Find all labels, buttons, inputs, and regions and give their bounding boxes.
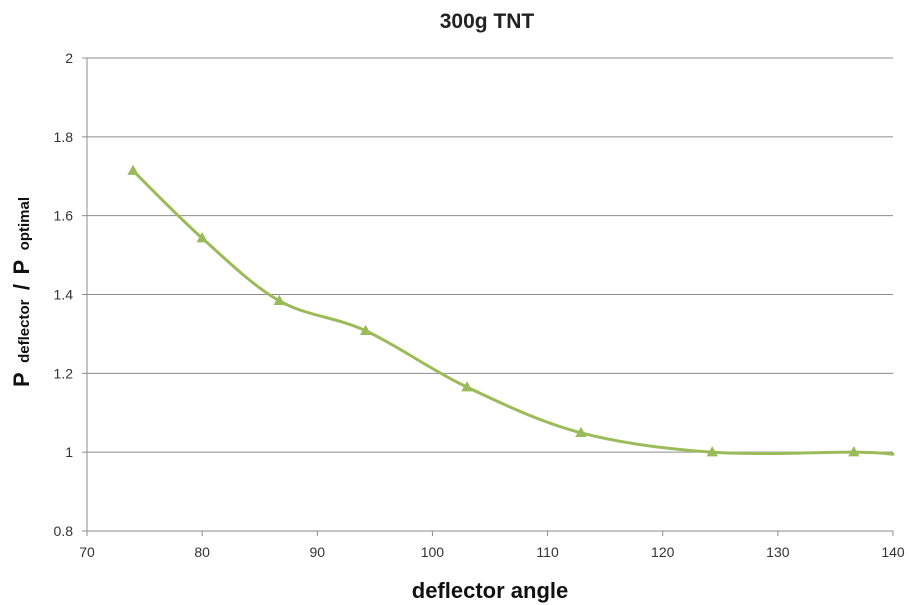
chart-title: 300g TNT	[440, 10, 535, 33]
x-axis-label: deflector angle	[412, 578, 568, 603]
x-tick-label: 130	[766, 544, 790, 560]
y-tick-labels: 0.8 1 1.2 1.4 1.6 1.8 2	[54, 50, 74, 539]
x-tick-label: 80	[194, 544, 210, 560]
x-tick-label: 100	[421, 544, 445, 560]
y-tick-label: 1.4	[54, 287, 74, 303]
x-tick-labels: 70 80 90 100 110 120 130 140	[79, 544, 905, 560]
y-label-sub-optimal: optimal	[16, 197, 33, 250]
data-markers	[127, 164, 860, 457]
data-point-marker	[848, 446, 860, 457]
y-tick-label: 1.6	[54, 208, 74, 224]
data-point-marker	[706, 446, 718, 457]
y-tick-label: 0.8	[54, 523, 74, 539]
data-point-marker	[273, 294, 285, 306]
y-tick-label: 1.8	[54, 129, 74, 145]
y-label-p: P	[9, 372, 34, 387]
x-tick-label: 70	[79, 544, 95, 560]
y-tick-label: 1.2	[54, 365, 74, 381]
data-point-marker	[127, 164, 139, 175]
y-tick-label: 2	[65, 50, 73, 66]
y-label-sub-deflector: deflector	[16, 299, 33, 363]
x-tick-label: 140	[881, 544, 905, 560]
x-tick-label: 90	[309, 544, 325, 560]
data-point-marker	[196, 232, 208, 243]
x-tick-label: 110	[536, 544, 559, 560]
series-line	[131, 169, 895, 456]
x-tick-label: 120	[651, 544, 675, 560]
y-label-p-optimal: P	[9, 260, 34, 275]
y-axis-label: P deflector / P optimal	[9, 197, 34, 387]
y-label-slash: /	[9, 284, 34, 290]
data-point-marker	[575, 426, 587, 438]
y-tick-label: 1	[65, 444, 73, 460]
gridlines	[87, 57, 893, 453]
data-point-marker	[461, 381, 473, 392]
axes	[82, 57, 894, 536]
data-point-marker	[359, 324, 372, 335]
